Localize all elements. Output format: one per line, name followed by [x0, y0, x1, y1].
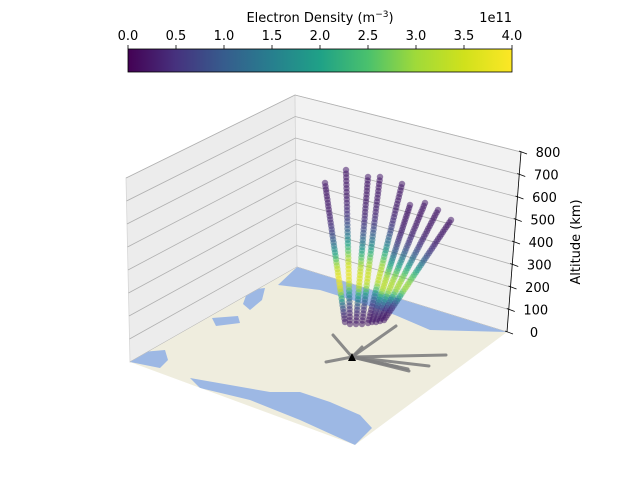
grid-line — [126, 137, 518, 225]
beam-projection — [331, 333, 354, 359]
colorbar-tick-label: 2.0 — [310, 29, 331, 44]
beam-point — [421, 199, 429, 207]
z-tick — [508, 285, 517, 290]
z-tick — [511, 240, 521, 245]
colorbar-gradient — [127, 48, 513, 73]
beam-projections — [324, 324, 448, 373]
colorbar-ticks: 0.0 0.5 1.0 1.5 2.0 2.5 3.0 3.5 4.0 — [118, 29, 523, 49]
beam-point — [398, 180, 406, 188]
z-axis-label: Altitude (km) — [569, 199, 584, 284]
z-tick-label: 100 — [523, 304, 548, 319]
z-tick — [506, 308, 515, 312]
colorbar-tick-label: 4.0 — [502, 29, 523, 44]
coast-south — [190, 378, 372, 445]
colorbar-tick-label: 2.5 — [358, 29, 379, 44]
z-tick-label: 800 — [536, 146, 561, 161]
beam-point — [447, 216, 455, 224]
grid-line — [128, 202, 513, 294]
beam-point — [342, 166, 350, 174]
beam-projection — [350, 355, 411, 373]
z-ticks: 0 100 200 300 400 500 600 700 800 — [504, 146, 561, 341]
z-tick-label: 200 — [525, 281, 550, 296]
z-tick-label: 300 — [527, 259, 552, 274]
beam-point — [434, 206, 442, 214]
radar-site-marker — [348, 353, 356, 361]
colorbar-tick-label: 0.0 — [118, 29, 139, 44]
grid-line — [126, 116, 520, 202]
grid-line — [125, 94, 522, 179]
z-axis: 0 100 200 300 400 500 600 700 800 Altitude (km) — [504, 146, 584, 341]
z-tick-label: 500 — [530, 214, 555, 229]
beam — [352, 173, 372, 328]
beam-point — [376, 173, 384, 181]
beam — [342, 166, 354, 328]
beam-projection — [350, 324, 398, 359]
colorbar-tick-label: 3.5 — [454, 29, 475, 44]
beam — [368, 201, 414, 326]
lake-2 — [212, 316, 240, 326]
z-tick — [510, 263, 519, 267]
z-tick — [515, 195, 524, 200]
beam — [376, 206, 442, 325]
beam-projection — [324, 355, 354, 364]
colorbar-tick-label: 1.5 — [262, 29, 283, 44]
z-tick — [518, 150, 528, 155]
colorbar: Electron Density (m−3) 1e11 0.0 0.5 1.0 1.5… — [118, 10, 523, 73]
colorbar-label: Electron Density (m−3) — [246, 10, 393, 26]
z-tick-label: 700 — [534, 169, 559, 184]
colorbar-tick-label: 0.5 — [166, 29, 187, 44]
beam-point — [321, 179, 329, 187]
grid-line — [127, 180, 515, 271]
colorbar-offset-text: 1e11 — [479, 11, 512, 26]
z-tick — [504, 330, 514, 335]
grid-line — [128, 223, 511, 317]
z-tick-label: 600 — [532, 191, 557, 206]
beams — [321, 166, 455, 328]
z-tick-label: 400 — [529, 236, 554, 251]
beam-point — [406, 201, 414, 209]
z-tick-label: 0 — [530, 326, 538, 341]
z-tick — [517, 173, 526, 177]
grid-line — [127, 159, 516, 248]
beam-projection — [350, 353, 448, 359]
colorbar-tick-label: 1.0 — [214, 29, 235, 44]
beam-point — [364, 173, 372, 181]
grid-line — [129, 245, 509, 340]
z-tick — [513, 218, 522, 222]
beam — [321, 179, 349, 326]
beam — [358, 173, 384, 328]
beam — [380, 216, 455, 324]
colorbar-tick-label: 3.0 — [406, 29, 427, 44]
